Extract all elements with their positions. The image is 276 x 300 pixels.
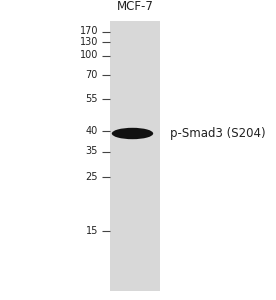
- Text: 15: 15: [86, 226, 98, 236]
- Text: 130: 130: [79, 37, 98, 47]
- Text: 100: 100: [79, 50, 98, 61]
- Text: MCF-7: MCF-7: [117, 1, 154, 13]
- Text: 55: 55: [86, 94, 98, 104]
- Text: 70: 70: [86, 70, 98, 80]
- Text: 40: 40: [86, 125, 98, 136]
- Text: 35: 35: [86, 146, 98, 157]
- FancyBboxPatch shape: [110, 21, 160, 291]
- Text: 25: 25: [86, 172, 98, 182]
- Text: p-Smad3 (S204): p-Smad3 (S204): [170, 127, 265, 140]
- Ellipse shape: [112, 128, 153, 139]
- Text: 170: 170: [79, 26, 98, 37]
